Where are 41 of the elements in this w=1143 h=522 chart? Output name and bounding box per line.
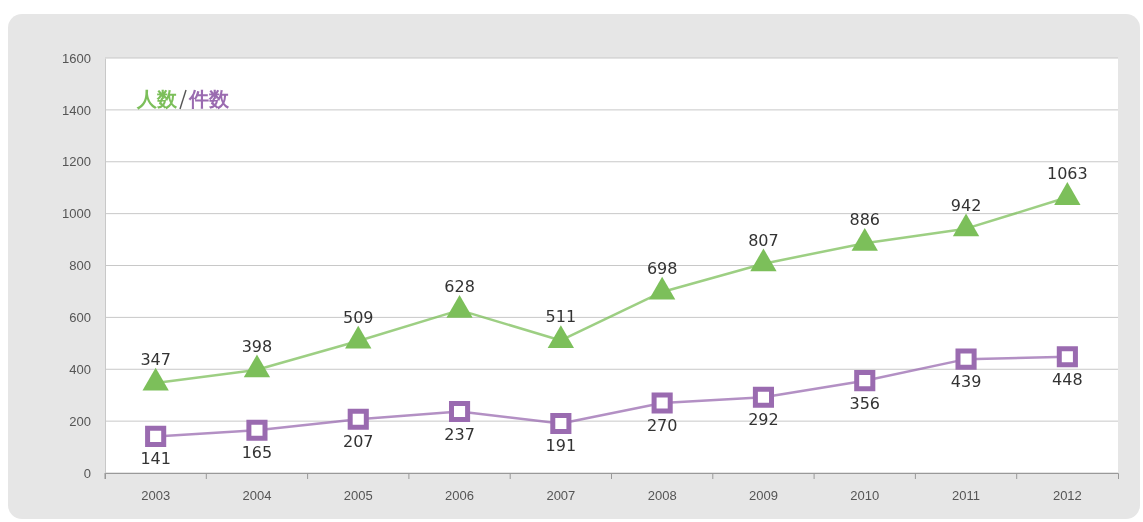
y-tick-label: 800	[69, 258, 91, 274]
y-tick-label: 1000	[62, 206, 91, 222]
x-tick-label: 2006	[445, 488, 475, 504]
data-label: 237	[444, 424, 475, 444]
data-label: 356	[849, 393, 881, 413]
x-tick-label: 2005	[343, 488, 373, 504]
data-label: 292	[748, 410, 779, 430]
data-label: 942	[950, 195, 982, 215]
x-tick-label: 2004	[242, 488, 272, 504]
text: 件数	[188, 87, 230, 111]
data-label: 347	[140, 350, 171, 369]
y-tick-label: 600	[69, 310, 91, 326]
data-label: 398	[241, 336, 273, 356]
data-label: 807	[748, 230, 779, 250]
data-label: 439	[950, 372, 982, 392]
y-tick-label: 0	[83, 465, 91, 481]
y-tick-label: 1400	[62, 102, 91, 118]
x-tick-label: 2010	[850, 488, 880, 504]
data-label: 141	[140, 449, 171, 469]
x-tick-label: 2009	[748, 488, 778, 504]
x-tick-label: 2003	[141, 488, 171, 504]
data-label: 270	[646, 415, 678, 435]
data-label: 886	[849, 210, 881, 230]
data-label: 448	[1052, 369, 1083, 389]
data-label: 191	[545, 436, 577, 456]
y-tick-label: 1600	[62, 50, 91, 66]
data-label: 207	[342, 432, 374, 452]
x-tick-label: 2007	[546, 488, 576, 504]
data-label: 509	[342, 307, 374, 327]
x-tick-label: 2011	[952, 488, 981, 504]
text: 人数	[136, 87, 178, 111]
y-tick-label: 1200	[62, 154, 91, 170]
y-tick-label: 400	[69, 361, 91, 377]
data-label: 1063	[1046, 164, 1088, 184]
data-label: 698	[646, 258, 678, 278]
data-label: 511	[545, 307, 577, 327]
x-tick-label: 2012	[1052, 488, 1082, 504]
data-label: 628	[444, 277, 475, 297]
x-tick-label: 2008	[647, 488, 677, 504]
y-tick-label: 200	[69, 413, 91, 429]
data-label: 165	[241, 443, 273, 463]
